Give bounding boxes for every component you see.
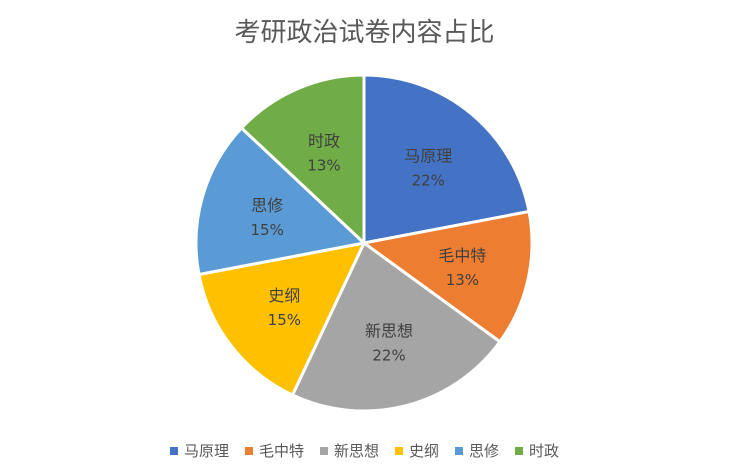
- legend-entry: 马原理: [169, 440, 229, 461]
- legend-label: 马原理: [183, 442, 229, 460]
- pie-slice-5: [194, 125, 368, 277]
- slice-category-label: 新思想: [365, 322, 413, 341]
- legend-swatch: [169, 446, 178, 455]
- legend-swatch: [455, 446, 464, 455]
- pie-slice-6: [239, 73, 366, 247]
- pie-slice-1: [362, 73, 531, 245]
- pie-slice-4: [197, 240, 367, 398]
- slice-value-label: 22%: [412, 171, 445, 189]
- legend-label: 毛中特: [258, 442, 304, 460]
- legend-label: 时政: [529, 442, 560, 460]
- legend-entry: 新思想: [319, 440, 379, 461]
- legend-label: 史纲: [409, 442, 440, 460]
- legend-swatch: [244, 446, 253, 455]
- slice-value-label: 22%: [372, 347, 405, 365]
- legend-swatch: [319, 446, 328, 455]
- pie-chart: 马原理 22% 毛中特 13% 新思想 22% 史纲 15% 思修 15% 时政 13%: [194, 73, 534, 413]
- slice-value-label: 13%: [446, 271, 479, 289]
- slice-category-label: 时政: [308, 131, 340, 150]
- slice-category-label: 毛中特: [438, 246, 486, 265]
- slice-category-label: 思修: [251, 196, 283, 215]
- legend-entry: 史纲: [395, 440, 439, 461]
- pie-slice-2: [360, 209, 534, 344]
- legend-entry: 毛中特: [244, 440, 304, 461]
- slice-value-label: 13%: [307, 156, 340, 174]
- legend-swatch: [395, 446, 403, 455]
- legend-label: 新思想: [333, 442, 379, 460]
- legend-entry: 时政: [515, 440, 559, 461]
- legend-label: 思修: [469, 442, 500, 460]
- slice-value-label: 15%: [268, 311, 301, 329]
- legend-entry: 思修: [455, 440, 499, 461]
- legend: 马原理 毛中特 新思想 史纲 思修 时政: [0, 440, 729, 461]
- slice-value-label: 15%: [251, 221, 284, 239]
- slice-category-label: 史纲: [268, 286, 300, 305]
- legend-swatch: [515, 446, 524, 455]
- chart-title: 考研政治试卷内容占比: [234, 18, 495, 48]
- slice-category-label: 马原理: [404, 146, 452, 165]
